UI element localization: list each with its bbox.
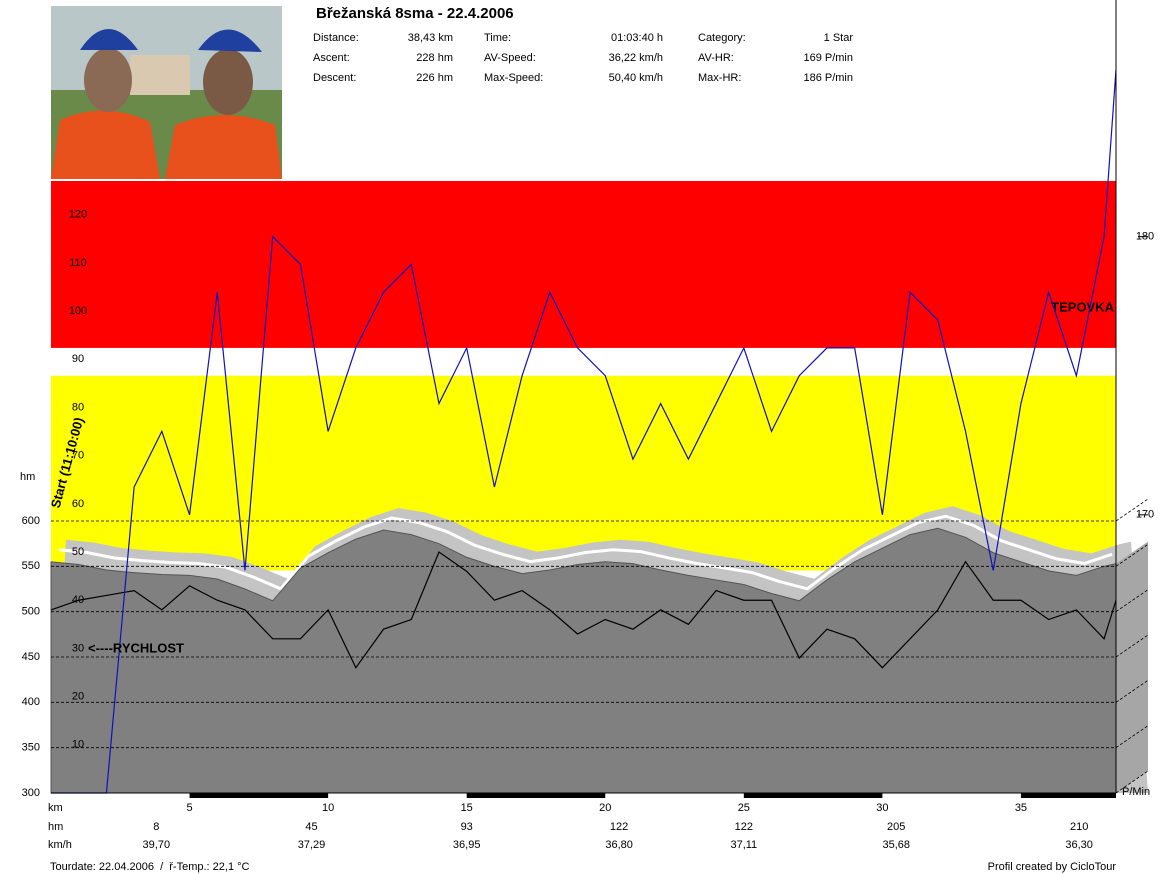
stat-label: AV-HR: (698, 52, 734, 64)
y2-tick-label: 90 (72, 353, 84, 365)
stat-value: 169 P/min (803, 52, 853, 64)
stat-label: Distance: (313, 32, 359, 44)
stat-label: Descent: (313, 72, 356, 84)
stat-value: 228 hm (416, 52, 453, 64)
photo-shirt (165, 115, 282, 179)
x-axis-bar (1020, 793, 1116, 798)
summary-value: 39,70 (143, 839, 171, 851)
speed-line (50, 551, 1117, 669)
x-tick-label: 30 (876, 802, 888, 814)
y2-tick-label: 30 (72, 642, 84, 654)
x-axis-bar (466, 793, 606, 798)
stat-value: 38,43 km (408, 32, 453, 44)
grid-line-3d (1115, 544, 1149, 567)
title: Břežanská 8sma - 22.4.2006 (316, 5, 514, 22)
x-tick-label: 5 (187, 802, 193, 814)
y3-tick-label: 180 (1136, 231, 1154, 243)
photo-shirt (51, 110, 160, 179)
y-tick-label: 400 (22, 696, 40, 708)
grid-line-3d (1115, 725, 1149, 748)
terrain-ridge (58, 514, 1113, 591)
x-tick-label: 10 (322, 802, 334, 814)
plot: TEPOVKA 300 350 400 450 500 550 600 10 20 30 40 50 60… (20, 69, 1154, 851)
y2-tick-label: 110 (69, 257, 87, 269)
y3-label: P/Min (1122, 786, 1150, 798)
summary-value: 37,11 (730, 839, 757, 851)
y2-tick-label: 100 (69, 305, 87, 317)
hr-line (51, 69, 1117, 794)
summary-value: 122 (610, 821, 628, 833)
y-tick-label: 350 (22, 742, 40, 754)
x-tick-label: 25 (738, 802, 750, 814)
grid-line-3d (1115, 770, 1149, 794)
y3-tick-label: 170 (1136, 509, 1154, 521)
stat-label: Time: (484, 32, 511, 44)
stat-label: Max-Speed: (484, 72, 543, 84)
grid-line-3d (1115, 589, 1149, 612)
zone-label: TEPOVKA (1051, 299, 1114, 314)
grid-line-3d (1115, 680, 1149, 703)
stat-value: 50,40 km/h (609, 72, 663, 84)
y2-tick-label: 40 (72, 594, 84, 606)
summary-value: 122 (735, 821, 753, 833)
y-tick-label: 600 (22, 515, 40, 527)
x-tick-label: 35 (1015, 802, 1027, 814)
y2-tick-label: 60 (72, 498, 84, 510)
grid-line-3d (1115, 498, 1149, 522)
y-tick-label: 500 (22, 606, 40, 618)
photo-face (203, 49, 253, 115)
photo-house (130, 55, 190, 95)
stat-label: AV-Speed: (484, 52, 536, 64)
y2-tick-label: 20 (72, 691, 84, 703)
summary-value: 210 (1070, 821, 1088, 833)
x-axis-bar (189, 793, 329, 798)
stat-value: 1 Star (824, 32, 854, 44)
stats: Distance: 38,43 km Time: 01:03:40 h Category… (313, 32, 853, 84)
summary-value: 35,68 (882, 839, 910, 851)
summary-label: km/h (48, 839, 72, 851)
summary-value: 8 (153, 821, 159, 833)
terrain-side (1116, 541, 1148, 793)
y2-tick-label: 10 (72, 739, 84, 751)
x-axis-bar (743, 793, 883, 798)
y2-tick-label: 70 (72, 450, 84, 462)
summary-value: 45 (305, 821, 317, 833)
photo-helmet (80, 29, 138, 50)
stat-value: 226 hm (416, 72, 453, 84)
stat-label: Category: (698, 32, 746, 44)
footer-left: Tourdate: 22.04.2006 / ř-Temp.: 22,1 °C (50, 861, 250, 873)
x-label: km (48, 802, 63, 814)
y-label: hm (20, 471, 35, 483)
photo (51, 6, 282, 179)
stat-label: Ascent: (313, 52, 350, 64)
x-tick-label: 15 (461, 802, 473, 814)
photo-helmet (198, 29, 262, 52)
summary-value: 36,30 (1065, 839, 1093, 851)
stat-value: 01:03:40 h (611, 32, 663, 44)
footer-right: Profil created by CicloTour (988, 861, 1117, 873)
y2-tick-label: 50 (72, 546, 84, 558)
summary-value: 93 (461, 821, 473, 833)
summary-value: 205 (887, 821, 905, 833)
x-tick-label: 20 (599, 802, 611, 814)
photo-face (84, 48, 132, 112)
summary-label: hm (48, 821, 63, 833)
y2-tick-label: 80 (72, 401, 84, 413)
y-tick-label: 550 (22, 560, 40, 572)
summary-value: 37,29 (298, 839, 326, 851)
y-tick-label: 300 (22, 787, 40, 799)
stat-value: 36,22 km/h (609, 52, 663, 64)
summary-value: 36,80 (605, 839, 633, 851)
terrain (50, 527, 1117, 794)
grid-line-3d (1115, 634, 1149, 658)
hr-zone (51, 181, 1116, 348)
summary-value: 36,95 (453, 839, 481, 851)
stat-value: 186 P/min (803, 72, 853, 84)
y-tick-label: 450 (22, 651, 40, 663)
speed-label: <----RYCHLOST (88, 640, 184, 655)
y2-tick-label: 120 (69, 209, 87, 221)
stat-label: Max-HR: (698, 72, 741, 84)
